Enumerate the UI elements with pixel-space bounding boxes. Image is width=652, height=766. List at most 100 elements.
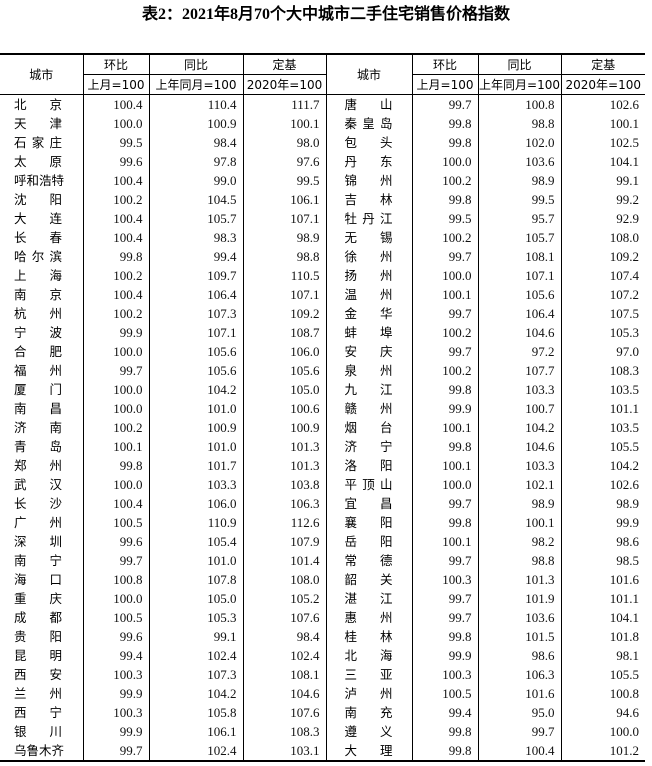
mom-header-right: 环比 xyxy=(411,55,478,75)
base-value: 107.1 xyxy=(242,285,326,304)
base-value: 98.5 xyxy=(560,551,645,570)
yoy-value: 101.0 xyxy=(148,437,243,456)
city-name: 南昌 xyxy=(14,401,62,416)
yoy-value: 105.4 xyxy=(148,532,243,551)
city-name: 深圳 xyxy=(14,534,62,549)
mom-value: 100.4 xyxy=(82,285,149,304)
yoy-value: 95.0 xyxy=(477,703,561,722)
city-cell: 遵义 xyxy=(325,722,412,741)
base-value: 103.5 xyxy=(560,380,645,399)
base-value: 105.6 xyxy=(242,361,326,380)
city-cell: 兰州 xyxy=(0,684,83,703)
base-value: 107.6 xyxy=(242,608,326,627)
base-value: 100.8 xyxy=(560,684,645,703)
city-name: 银川 xyxy=(14,724,62,739)
yoy-value: 105.7 xyxy=(148,209,243,228)
table-row: 呼和浩特 100.4 99.0 99.5 锦州 100.2 98.9 99.1 xyxy=(0,171,645,190)
city-cell: 岳阳 xyxy=(325,532,412,551)
yoy-value: 98.3 xyxy=(148,228,243,247)
city-name: 长沙 xyxy=(14,496,62,511)
table-row: 沈阳 100.2 104.5 106.1 吉林 99.8 99.5 99.2 xyxy=(0,190,645,209)
table-row: 青岛 100.1 101.0 101.3 济宁 99.8 104.6 105.5 xyxy=(0,437,645,456)
table-row: 天津 100.0 100.9 100.1 秦皇岛 99.8 98.8 100.1 xyxy=(0,114,645,133)
base-value: 104.2 xyxy=(560,456,645,475)
base-value: 102.6 xyxy=(560,475,645,494)
mom-value: 100.0 xyxy=(82,380,149,399)
yoy-value: 98.2 xyxy=(477,532,561,551)
base-value: 105.2 xyxy=(242,589,326,608)
table-row: 厦门 100.0 104.2 105.0 九江 99.8 103.3 103.5 xyxy=(0,380,645,399)
yoy-value: 103.3 xyxy=(148,475,243,494)
city-cell: 吉林 xyxy=(325,190,412,209)
city-name: 蚌埠 xyxy=(344,325,393,340)
base-value: 97.0 xyxy=(560,342,645,361)
yoy-value: 98.8 xyxy=(477,551,561,570)
city-name: 九江 xyxy=(344,382,393,397)
base-value: 104.6 xyxy=(242,684,326,703)
city-cell: 泸州 xyxy=(325,684,412,703)
base-value: 105.5 xyxy=(560,665,645,684)
yoy-value: 98.8 xyxy=(477,114,561,133)
city-cell: 南宁 xyxy=(0,551,83,570)
table-row: 海口 100.8 107.8 108.0 韶关 100.3 101.3 101.6 xyxy=(0,570,645,589)
table-row: 北京 100.4 110.4 111.7 唐山 99.7 100.8 102.6 xyxy=(0,94,645,114)
mom-value: 99.8 xyxy=(411,722,478,741)
base-value: 99.5 xyxy=(242,171,326,190)
base-value: 98.6 xyxy=(560,532,645,551)
mom-value: 100.1 xyxy=(411,285,478,304)
city-name: 广州 xyxy=(14,515,62,530)
table-row: 广州 100.5 110.9 112.6 襄阳 99.8 100.1 99.9 xyxy=(0,513,645,532)
city-cell: 北海 xyxy=(325,646,412,665)
table-row: 宁波 99.9 107.1 108.7 蚌埠 100.2 104.6 105.3 xyxy=(0,323,645,342)
mom-value: 99.4 xyxy=(82,646,149,665)
city-cell: 合肥 xyxy=(0,342,83,361)
yoy-value: 99.0 xyxy=(148,171,243,190)
yoy-value: 107.7 xyxy=(477,361,561,380)
city-cell: 成都 xyxy=(0,608,83,627)
yoy-value: 107.1 xyxy=(148,323,243,342)
city-cell: 九江 xyxy=(325,380,412,399)
table-title: 表2：2021年8月70个大中城市二手住宅销售价格指数 xyxy=(141,6,510,23)
mom-value: 99.9 xyxy=(411,646,478,665)
city-name: 济南 xyxy=(14,420,62,435)
city-cell: 三亚 xyxy=(325,665,412,684)
mom-value: 100.2 xyxy=(82,418,149,437)
table-row: 南宁 99.7 101.0 101.4 常德 99.7 98.8 98.5 xyxy=(0,551,645,570)
mom-value: 99.7 xyxy=(411,247,478,266)
table-row: 济南 100.2 100.9 100.9 烟台 100.1 104.2 103.5 xyxy=(0,418,645,437)
table-row: 南京 100.4 106.4 107.1 温州 100.1 105.6 107.2 xyxy=(0,285,645,304)
city-name: 西安 xyxy=(14,667,62,682)
base-value: 99.1 xyxy=(560,171,645,190)
mom-value: 100.2 xyxy=(82,304,149,323)
table-row: 银川 99.9 106.1 108.3 遵义 99.8 99.7 100.0 xyxy=(0,722,645,741)
city-name: 上海 xyxy=(14,268,62,283)
mom-value: 99.9 xyxy=(82,684,149,703)
mom-value: 99.4 xyxy=(411,703,478,722)
city-name: 吉林 xyxy=(344,192,393,207)
mom-value: 100.0 xyxy=(82,475,149,494)
yoy-value: 110.9 xyxy=(148,513,243,532)
base-subheader-left: 2020年=100 xyxy=(242,74,326,95)
yoy-value: 105.8 xyxy=(148,703,243,722)
city-cell: 湛江 xyxy=(325,589,412,608)
city-header-left: 城市 xyxy=(0,55,83,95)
base-value: 107.5 xyxy=(560,304,645,323)
mom-value: 100.2 xyxy=(411,228,478,247)
base-value: 101.8 xyxy=(560,627,645,646)
yoy-value: 101.0 xyxy=(148,551,243,570)
city-cell: 昆明 xyxy=(0,646,83,665)
base-value: 106.0 xyxy=(242,342,326,361)
base-value: 107.6 xyxy=(242,703,326,722)
base-value: 102.5 xyxy=(560,133,645,152)
mom-value: 100.8 xyxy=(82,570,149,589)
mom-value: 100.0 xyxy=(82,589,149,608)
city-cell: 郑州 xyxy=(0,456,83,475)
city-name: 三亚 xyxy=(344,667,393,682)
city-name: 大连 xyxy=(14,211,62,226)
base-value: 109.2 xyxy=(560,247,645,266)
city-name: 洛阳 xyxy=(344,458,393,473)
city-name: 大理 xyxy=(344,743,393,758)
mom-value: 99.7 xyxy=(82,741,149,760)
yoy-value: 106.4 xyxy=(477,304,561,323)
mom-value: 99.9 xyxy=(82,722,149,741)
